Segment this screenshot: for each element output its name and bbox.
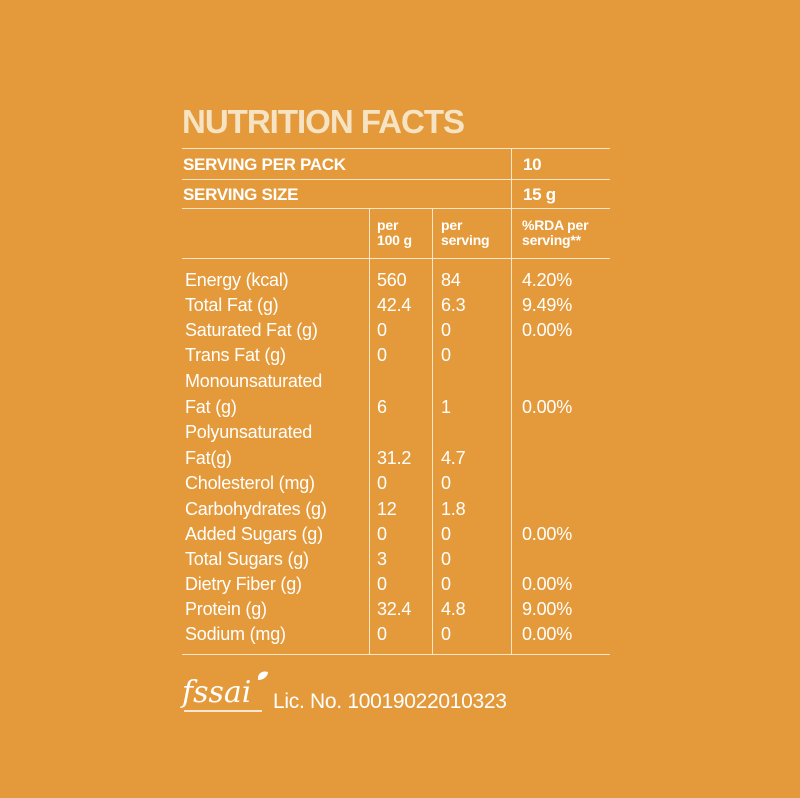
col-perserving-header: per serving — [441, 217, 490, 248]
serving-per-pack-value: 10 — [523, 155, 542, 174]
perserving-value: 0 — [441, 624, 451, 644]
nutrient-name: Saturated Fat (g) — [185, 320, 318, 340]
nutrient-name: Monounsaturated — [185, 371, 323, 391]
page-title: NUTRITION FACTS — [182, 103, 465, 140]
rda-value: 0.00% — [522, 397, 573, 417]
nutrient-name: Carbohydrates (g) — [185, 499, 327, 519]
perserving-value: 0 — [441, 320, 451, 340]
perserving-value: 84 — [441, 270, 461, 290]
rda-value: 4.20% — [522, 270, 573, 290]
divider-perserving — [432, 208, 433, 654]
nutrient-name: Fat (g) — [185, 397, 237, 417]
perserving-value: 0 — [441, 524, 451, 544]
nutrient-name: Fat(g) — [185, 448, 232, 468]
perserving-value: 4.8 — [441, 599, 466, 619]
per100-value: 32.4 — [377, 599, 412, 619]
col-rda-header: %RDA per serving** — [522, 217, 589, 248]
perserving-value: 0 — [441, 473, 451, 493]
col-per100-header: per 100 g — [377, 217, 412, 248]
rda-value: 0.00% — [522, 320, 573, 340]
perserving-value: 1 — [441, 397, 451, 417]
per100-value: 12 — [377, 499, 397, 519]
rda-value: 9.49% — [522, 295, 573, 315]
per100-value: 0 — [377, 473, 387, 493]
fssai-logo-text: fssai — [182, 675, 252, 710]
rule-size — [182, 208, 610, 209]
perserving-value: 1.8 — [441, 499, 466, 519]
per100-value: 31.2 — [377, 448, 412, 468]
nutrient-name: Energy (kcal) — [185, 270, 289, 290]
per100-value: 0 — [377, 624, 387, 644]
rule-bottom — [182, 654, 610, 655]
nutrient-name: Dietry Fiber (g) — [185, 574, 302, 594]
perserving-value: 0 — [441, 574, 451, 594]
serving-size-value: 15 g — [523, 185, 556, 204]
nutrient-name: Polyunsaturated — [185, 422, 313, 442]
nutrient-name: Added Sugars (g) — [185, 524, 323, 544]
per100-value: 560 — [377, 270, 407, 290]
per100-value: 42.4 — [377, 295, 412, 315]
per100-value: 0 — [377, 345, 387, 365]
nutrient-name: Total Sugars (g) — [185, 549, 309, 569]
nutrient-name: Sodium (mg) — [185, 624, 286, 644]
divider-per100 — [369, 208, 370, 654]
per100-value: 0 — [377, 320, 387, 340]
per100-value: 6 — [377, 397, 387, 417]
rda-value: 0.00% — [522, 624, 573, 644]
per100-value: 0 — [377, 524, 387, 544]
serving-per-pack-label: SERVING PER PACK — [183, 155, 346, 174]
rule-colhdr — [182, 258, 610, 259]
perserving-value: 6.3 — [441, 295, 466, 315]
rule-top — [182, 148, 610, 149]
rda-value: 9.00% — [522, 599, 573, 619]
nutrient-name: Protein (g) — [185, 599, 267, 619]
rda-value: 0.00% — [522, 524, 573, 544]
license-number: Lic. No. 10019022010323 — [273, 690, 507, 713]
perserving-value: 0 — [441, 345, 451, 365]
divider-value — [511, 148, 512, 654]
fssai-logo-mark — [184, 671, 268, 712]
perserving-value: 4.7 — [441, 448, 466, 468]
rule-pack — [182, 179, 610, 180]
per100-value: 0 — [377, 574, 387, 594]
nutrient-name: Trans Fat (g) — [185, 345, 286, 365]
rda-value: 0.00% — [522, 574, 573, 594]
perserving-value: 0 — [441, 549, 451, 569]
per100-value: 3 — [377, 549, 387, 569]
nutrient-name: Cholesterol (mg) — [185, 473, 315, 493]
nutrient-name: Total Fat (g) — [185, 295, 279, 315]
serving-size-label: SERVING SIZE — [183, 185, 299, 204]
